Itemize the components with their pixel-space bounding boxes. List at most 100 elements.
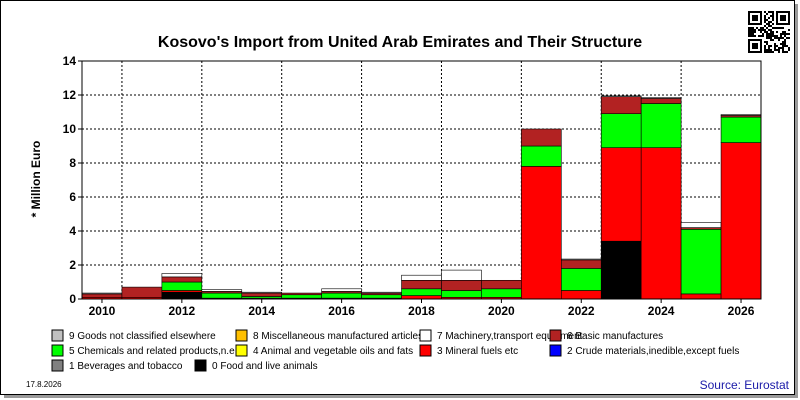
qr-module [766, 19, 768, 21]
legend-swatch [549, 329, 562, 342]
qr-module [788, 47, 790, 49]
qr-module [764, 11, 766, 13]
y-tick-label: 12 [63, 88, 77, 102]
qr-module [770, 45, 772, 47]
y-tick-label: 0 [69, 292, 76, 306]
qr-module [766, 35, 768, 37]
qr-module [770, 39, 772, 41]
qr-module [782, 47, 784, 49]
qr-module [772, 35, 774, 37]
qr-module [768, 45, 770, 47]
qr-module [752, 29, 754, 31]
qr-module [772, 51, 774, 53]
qr-module [770, 35, 772, 37]
legend-swatch [51, 344, 64, 357]
y-tick-label: 4 [69, 224, 76, 238]
qr-module [750, 33, 752, 35]
legend-swatch [419, 329, 432, 342]
qr-module [750, 29, 752, 31]
qr-module [764, 45, 766, 47]
qr-module [774, 37, 776, 39]
x-tick-label: 2014 [248, 304, 275, 318]
qr-module [784, 31, 786, 33]
bar-segment-2023-s5 [600, 113, 642, 148]
qr-module [770, 29, 772, 31]
bar-segment-2018-s6 [401, 279, 442, 290]
bar-segment-2017-s7 [361, 291, 402, 294]
legend-label: 9 Goods not classified elsewhere [69, 331, 216, 342]
qr-code-icon [748, 11, 790, 53]
legend-swatch [194, 359, 207, 372]
bar-segment-2023-s7 [600, 95, 642, 97]
bar-segment-2010-s6 [81, 293, 123, 298]
qr-module [770, 15, 772, 17]
qr-module [784, 41, 786, 43]
qr-module [754, 29, 756, 31]
qr-module [776, 35, 778, 37]
qr-module [768, 37, 770, 39]
bar-segment-2023-s0 [600, 240, 642, 300]
qr-module [770, 21, 772, 23]
y-tick-label: 2 [69, 258, 76, 272]
y-tick-label: 14 [63, 54, 77, 68]
bar-segment-2025-s7 [680, 222, 722, 228]
qr-module [754, 31, 756, 33]
qr-module [768, 33, 770, 35]
qr-module [764, 19, 766, 21]
qr-module [762, 33, 764, 35]
qr-module [768, 49, 770, 51]
qr-module [764, 49, 766, 51]
qr-module [762, 27, 764, 29]
qr-module [764, 31, 766, 33]
qr-module [764, 17, 766, 19]
qr-module [766, 13, 768, 15]
qr-module [768, 47, 770, 49]
bar-segment-2024-s3 [640, 147, 682, 300]
qr-module [764, 47, 766, 49]
qr-module [764, 25, 766, 27]
bar-segment-2026-s5 [720, 116, 762, 143]
bar-segment-2019-s6 [441, 279, 482, 291]
qr-module [784, 39, 786, 41]
bar-segment-2024-s7 [640, 97, 682, 99]
bar-segment-2025-s3 [680, 293, 722, 300]
x-tick-label: 2026 [728, 304, 755, 318]
bar-segment-2022-s3 [560, 290, 602, 300]
qr-module [766, 31, 768, 33]
x-tick-label: 2010 [89, 304, 116, 318]
qr-module [776, 27, 778, 29]
qr-module [764, 15, 766, 17]
bar-segment-2020-s5 [481, 288, 522, 298]
qr-module [760, 35, 762, 37]
legend-label: 5 Chemicals and related products,n.e.s. [69, 346, 245, 357]
bar-segment-2024-s5 [640, 103, 682, 149]
qr-module [774, 47, 776, 49]
y-tick-label: 10 [63, 122, 77, 136]
qr-module [768, 21, 770, 23]
qr-module [766, 23, 768, 25]
qr-module [780, 37, 782, 39]
bar-segment-2022-s5 [560, 268, 602, 291]
qr-module [772, 33, 774, 35]
qr-module [768, 25, 770, 27]
qr-module [774, 43, 776, 45]
qr-module [770, 31, 772, 33]
bar-segment-2012-s5 [161, 281, 203, 291]
qr-module [782, 33, 784, 35]
qr-module [764, 41, 766, 43]
qr-module [770, 51, 772, 53]
qr-finder-core [780, 15, 786, 21]
qr-module [782, 27, 784, 29]
chart-title: Kosovo's Import from United Arab Emirate… [158, 34, 642, 51]
y-axis-label: * Million Euro [29, 141, 43, 218]
qr-module [766, 43, 768, 45]
qr-module [772, 39, 774, 41]
qr-module [782, 37, 784, 39]
qr-module [786, 33, 788, 35]
legend-swatch [549, 344, 562, 357]
bar-segment-2023-s6 [600, 96, 642, 114]
qr-module [774, 27, 776, 29]
qr-module [766, 51, 768, 53]
qr-module [778, 47, 780, 49]
legend-label: 4 Animal and vegetable oils and fats [253, 346, 413, 357]
